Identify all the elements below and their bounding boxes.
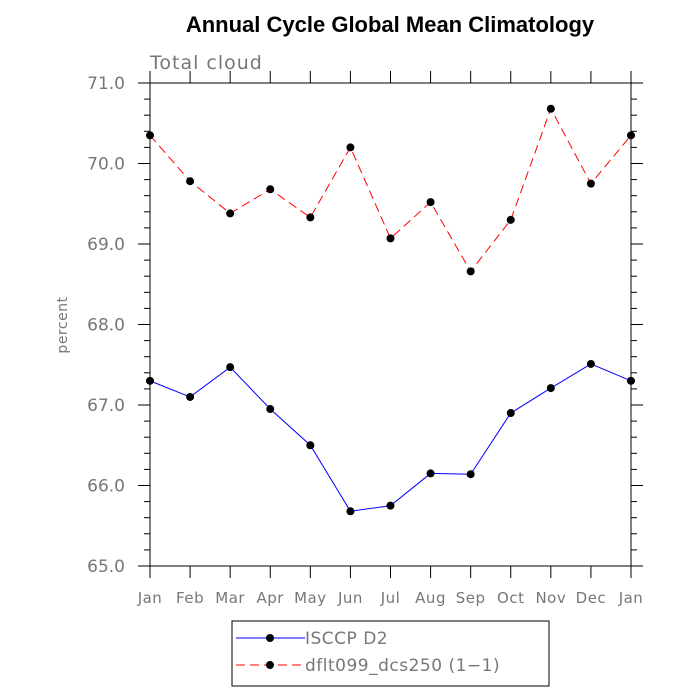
data-point — [266, 185, 275, 194]
legend-marker — [266, 661, 274, 669]
data-point — [386, 501, 395, 510]
data-point — [426, 469, 435, 478]
legend-label: dflt099_dcs250 (1−1) — [305, 656, 500, 676]
data-point — [226, 363, 235, 372]
x-tick-label: Apr — [257, 589, 285, 607]
data-point — [506, 409, 515, 418]
data-point — [466, 267, 475, 276]
data-point — [186, 392, 195, 401]
x-tick-label: Sep — [456, 589, 486, 607]
series-group — [146, 104, 635, 516]
series-1 — [146, 359, 635, 516]
y-axis-label: percent — [55, 296, 71, 353]
chart-title: Annual Cycle Global Mean Climatology — [186, 12, 595, 37]
x-tick-label: Jan — [137, 589, 163, 607]
y-tick-label: 65.0 — [87, 557, 125, 577]
chart-subtitle: Total cloud — [149, 52, 263, 74]
axis-ticks — [138, 71, 643, 578]
x-tick-label: Nov — [535, 589, 566, 607]
y-tick-label: 71.0 — [87, 74, 125, 94]
data-point — [506, 215, 515, 224]
data-point — [546, 384, 555, 393]
x-tick-label: Mar — [215, 589, 245, 607]
plot-frame — [149, 82, 632, 567]
data-point — [346, 507, 355, 516]
series-line — [149, 107, 632, 273]
data-point — [546, 104, 555, 113]
data-point — [306, 441, 315, 450]
x-tick-label: May — [294, 589, 327, 607]
data-point — [426, 198, 435, 207]
x-tick-label: Jun — [337, 589, 363, 607]
x-tick-label: Feb — [176, 589, 204, 607]
x-tick-label: Jul — [380, 589, 401, 607]
x-tick-label: Jan — [618, 589, 644, 607]
y-tick-labels: 65.0 66.0 67.0 68.0 69.0 70.0 71.0 — [87, 74, 125, 577]
series-2 — [146, 104, 635, 276]
data-point — [466, 470, 475, 479]
data-point — [146, 376, 154, 385]
data-point — [226, 209, 235, 218]
data-point — [266, 405, 275, 414]
y-tick-label: 67.0 — [87, 396, 125, 416]
y-tick-label: 70.0 — [87, 155, 125, 175]
y-tick-label: 66.0 — [87, 477, 125, 497]
data-point — [186, 177, 195, 186]
legend-marker — [266, 634, 274, 642]
legend: ISCCP D2 dflt099_dcs250 (1−1) — [231, 620, 550, 687]
data-point — [586, 179, 595, 188]
data-point — [586, 359, 595, 368]
data-point — [627, 376, 635, 385]
data-point — [306, 213, 315, 222]
series-line — [149, 363, 632, 512]
x-tick-label: Aug — [415, 589, 446, 607]
data-point — [386, 234, 395, 243]
x-tick-label: Dec — [576, 589, 607, 607]
data-point — [346, 143, 355, 152]
data-point — [627, 131, 635, 140]
y-tick-label: 68.0 — [87, 316, 125, 336]
legend-box — [231, 620, 550, 687]
x-tick-labels: Jan Feb Mar Apr May Jun Jul Aug Sep Oct Nov Dec Jan — [137, 589, 644, 607]
y-tick-label: 69.0 — [87, 235, 125, 255]
x-tick-label: Oct — [497, 589, 524, 607]
data-point — [146, 131, 154, 140]
legend-label: ISCCP D2 — [305, 629, 388, 649]
